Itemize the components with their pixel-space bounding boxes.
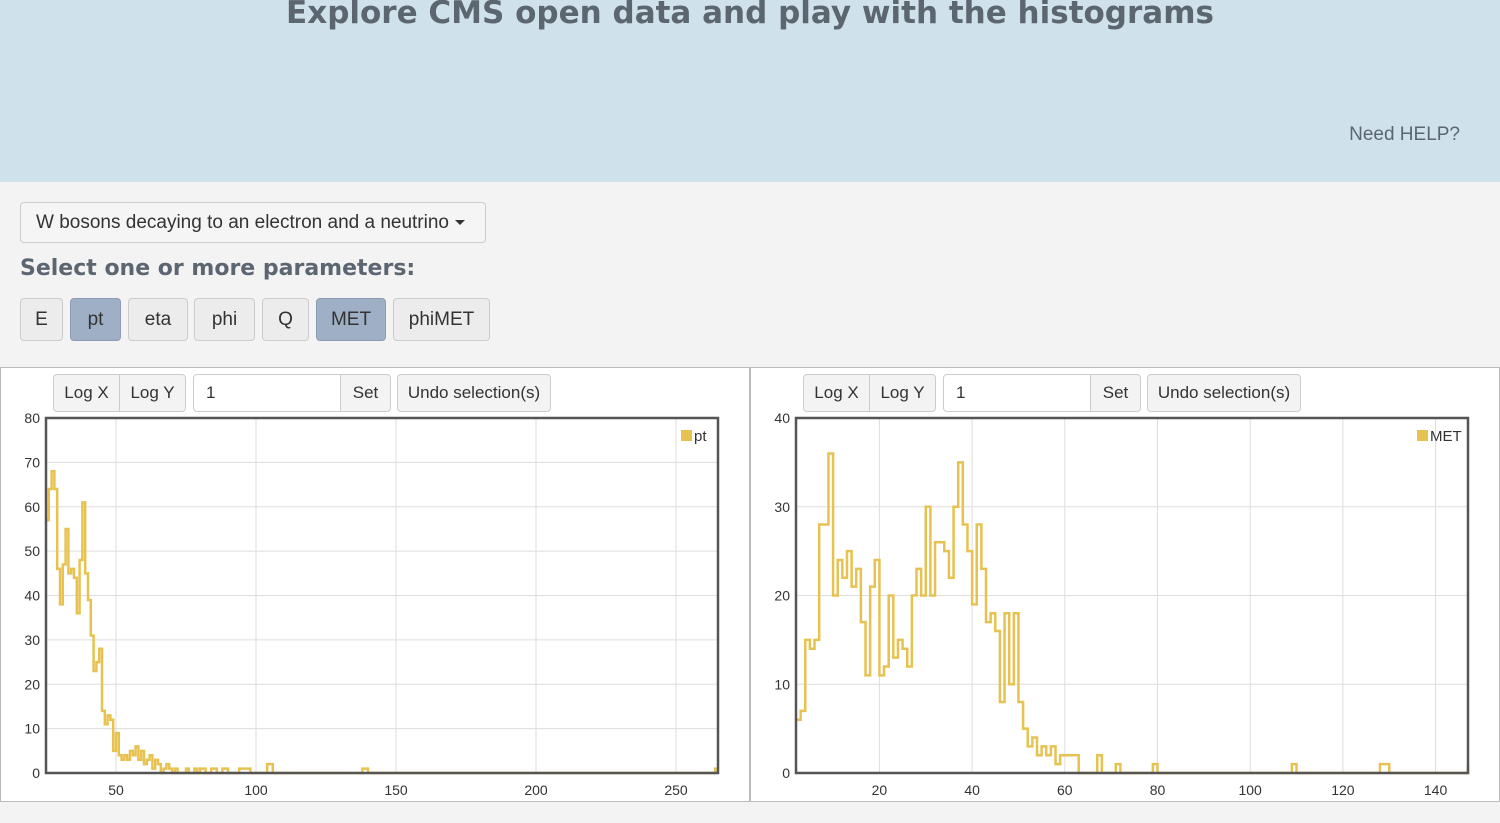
y-tick-label: 10 [774, 676, 790, 692]
log-x-button[interactable]: Log X [803, 374, 870, 412]
log-y-button[interactable]: Log Y [119, 374, 186, 412]
plot-frame [794, 416, 1470, 775]
param-button-eta[interactable]: eta [128, 298, 188, 341]
param-button-phimet[interactable]: phiMET [393, 298, 490, 341]
x-tick-label: 150 [384, 782, 408, 798]
x-tick-label: 140 [1424, 782, 1448, 798]
y-tick-label: 40 [774, 410, 790, 426]
set-button[interactable]: Set [340, 374, 391, 412]
x-tick-label: 120 [1331, 782, 1355, 798]
x-tick-label: 50 [108, 782, 124, 798]
y-tick-label: 40 [24, 588, 40, 604]
y-tick-label: 10 [24, 721, 40, 737]
y-tick-label: 80 [24, 410, 40, 426]
y-tick-label: 0 [782, 765, 790, 781]
param-button-e[interactable]: E [20, 298, 63, 341]
param-button-q[interactable]: Q [262, 298, 309, 341]
log-y-button[interactable]: Log Y [869, 374, 936, 412]
x-tick-label: 200 [524, 782, 548, 798]
x-tick-label: 100 [1238, 782, 1262, 798]
y-tick-label: 60 [24, 499, 40, 515]
series-line-MET [796, 452, 1470, 775]
y-tick-label: 0 [32, 765, 40, 781]
y-tick-label: 30 [24, 632, 40, 648]
series-line-pt [46, 470, 718, 775]
undo-selection-button[interactable]: Undo selection(s) [397, 374, 551, 412]
histogram-panel-met: Log X Log Y Set Undo selection(s) 20 40 60… [750, 367, 1500, 802]
x-tick-label: 20 [872, 782, 888, 798]
parameters-label: Select one or more parameters: [20, 256, 416, 281]
y-tick-label: 20 [24, 676, 40, 692]
histogram-chart-met[interactable]: 20 40 60 80 100 120 140 0 10 20 30 40 MET [751, 368, 1499, 803]
legend-label: pt [694, 428, 707, 445]
legend-swatch [1417, 430, 1428, 441]
x-tick-label: 60 [1057, 782, 1073, 798]
histogram-chart-pt[interactable]: 50 100 150 200 250 0 10 20 30 40 50 60 70 80 pt [1, 368, 749, 803]
dataset-dropdown[interactable]: W bosons decaying to an electron and a n… [20, 202, 486, 243]
bin-input[interactable] [943, 374, 1091, 412]
log-x-button[interactable]: Log X [53, 374, 120, 412]
caret-down-icon [455, 220, 465, 226]
x-tick-label: 80 [1150, 782, 1166, 798]
dataset-dropdown-label: W bosons decaying to an electron and a n… [36, 212, 449, 233]
help-link[interactable]: Need HELP? [1349, 124, 1460, 145]
x-tick-label: 250 [664, 782, 688, 798]
page-title: Explore CMS open data and play with the … [286, 0, 1214, 31]
param-button-met[interactable]: MET [316, 298, 386, 341]
header: Explore CMS open data and play with the … [0, 0, 1500, 182]
histogram-panel-pt: Log X Log Y Set Undo selection(s) 501001… [0, 367, 750, 802]
x-tick-label: 40 [964, 782, 980, 798]
y-tick-label: 20 [774, 588, 790, 604]
set-button[interactable]: Set [1090, 374, 1141, 412]
plot-frame [44, 416, 720, 775]
legend-label: MET [1430, 428, 1462, 445]
undo-selection-button[interactable]: Undo selection(s) [1147, 374, 1301, 412]
bin-input[interactable] [193, 374, 341, 412]
param-button-pt[interactable]: pt [70, 298, 121, 341]
legend-swatch [681, 430, 692, 441]
param-button-phi[interactable]: phi [194, 298, 255, 341]
x-tick-label: 100 [244, 782, 268, 798]
y-tick-label: 30 [774, 499, 790, 515]
y-tick-label: 50 [24, 543, 40, 559]
y-tick-label: 70 [24, 454, 40, 470]
